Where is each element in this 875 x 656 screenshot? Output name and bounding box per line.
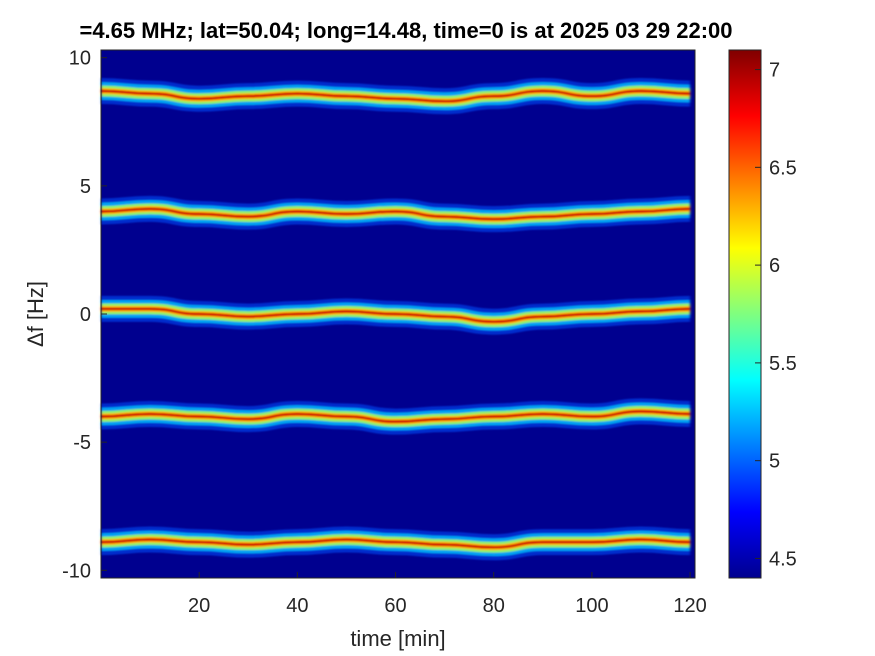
y-tick-label: 5: [80, 176, 91, 198]
trace-band-2: [100, 195, 691, 233]
colorbar-tick-label: 7: [769, 60, 780, 82]
y-tick-label: 10: [69, 48, 91, 70]
trace-layer-5: [100, 89, 691, 103]
trace-layer-5: [100, 410, 691, 423]
colorbar-tick-label: 6.5: [769, 157, 797, 179]
colorbar-tick-label: 4.5: [769, 548, 797, 570]
trace-band-4: [100, 398, 691, 435]
colorbar: 7 6.5 6 5.5 5 4.5: [728, 49, 797, 579]
x-tick-label: 80: [483, 595, 505, 617]
colorbar-tick-label: 5: [769, 451, 780, 473]
x-axis-ticks: 20 40 60 80 100 120: [188, 572, 707, 617]
y-tick-label: -10: [62, 560, 91, 582]
colorbar-gradient: [728, 49, 762, 579]
spectrogram-plot: [100, 49, 696, 579]
doppler-traces: [100, 78, 691, 561]
x-tick-label: 40: [286, 595, 308, 617]
colorbar-tick-label: 5.5: [769, 353, 797, 375]
x-tick-label: 60: [384, 595, 406, 617]
y-axis-ticks: 10 5 0 -5 -10: [62, 48, 107, 582]
y-axis-label: Δf [Hz]: [23, 281, 48, 347]
x-axis-label: time [min]: [350, 626, 445, 651]
trace-layer-5: [101, 307, 691, 323]
colorbar-tick-label: 6: [769, 255, 780, 277]
trace-band-5: [100, 526, 691, 561]
y-tick-label: 0: [80, 304, 91, 326]
y-tick-label: -5: [73, 432, 91, 454]
x-tick-label: 100: [575, 595, 608, 617]
colorbar-ticks: 7 6.5 6 5.5 5 4.5: [755, 60, 797, 570]
trace-band-1: [100, 78, 691, 115]
x-tick-label: 120: [673, 595, 706, 617]
x-tick-label: 20: [188, 595, 210, 617]
chart-title: =4.65 MHz; lat=50.04; long=14.48, time=0…: [79, 18, 732, 43]
trace-layer-5: [100, 538, 691, 549]
trace-band-3: [101, 295, 691, 335]
trace-layer-5: [100, 207, 691, 221]
